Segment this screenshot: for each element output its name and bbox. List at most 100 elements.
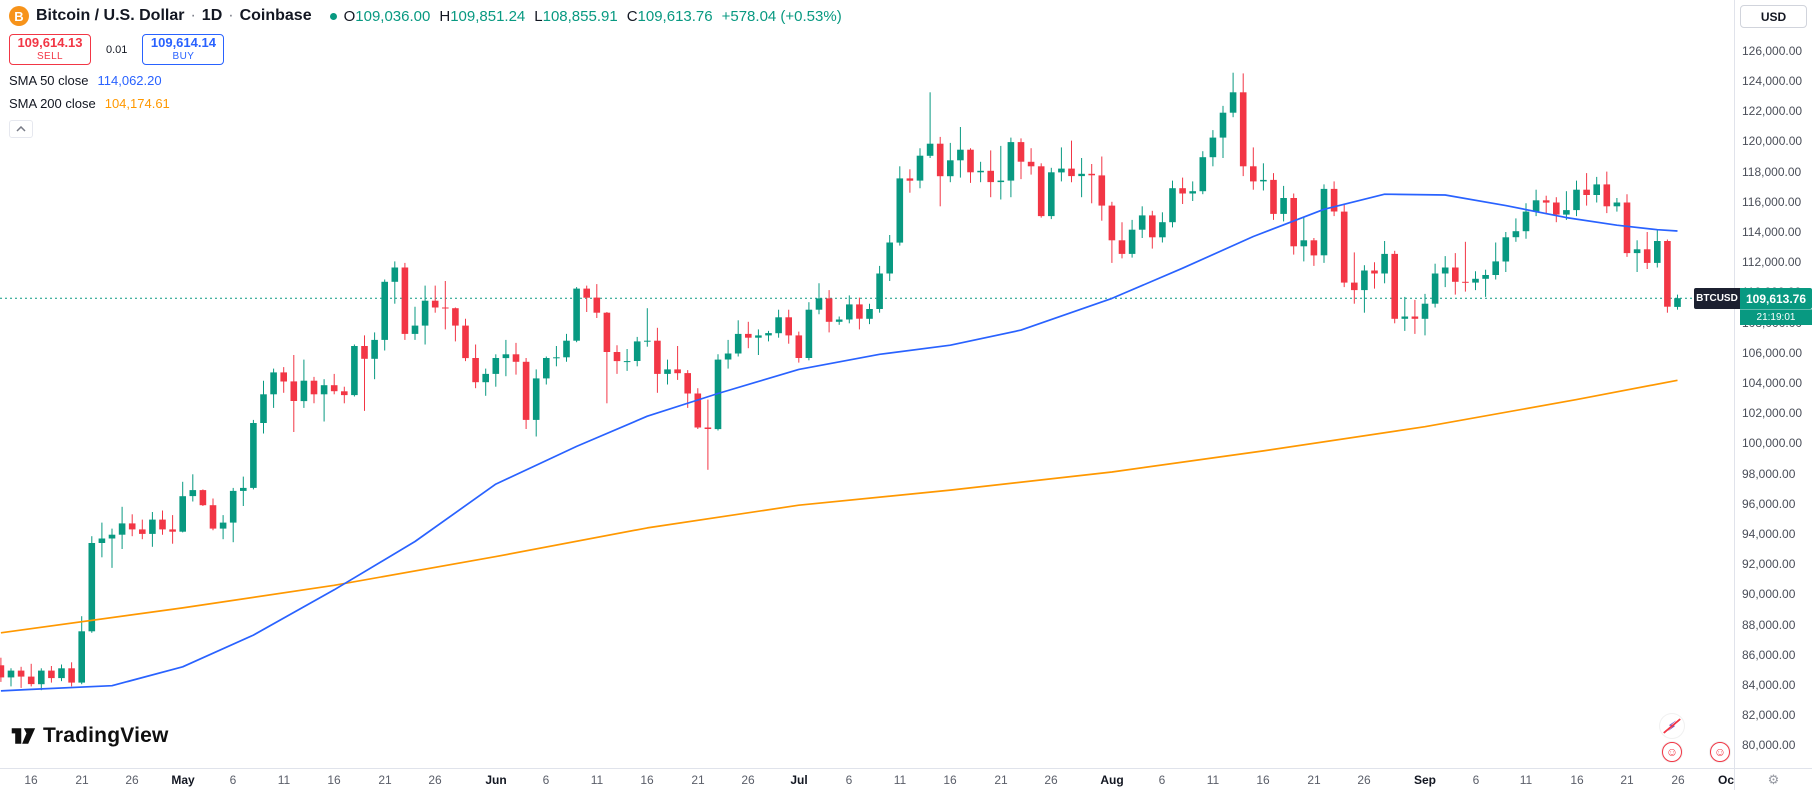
market-status-dot[interactable]	[329, 12, 337, 20]
candle	[0, 657, 5, 682]
close-value: 109,613.76	[637, 7, 713, 25]
time-axis-day-label: 6	[1158, 773, 1166, 787]
axis-settings-corner[interactable]: ⚙	[1734, 768, 1812, 790]
candle	[1401, 296, 1409, 331]
time-axis[interactable]: 16 21 26 May 6 11 16 21 26 Jun 6 11 16 21 26 Jul 6 11 16 21…	[0, 768, 1738, 790]
time-axis-day-label: 6	[229, 773, 237, 787]
candle	[1563, 191, 1570, 220]
candle	[835, 316, 843, 325]
candle	[1664, 239, 1671, 313]
candle	[229, 487, 237, 543]
candle	[1421, 293, 1429, 336]
sma-50-line[interactable]	[0, 193, 1678, 692]
time-axis-day-label: 16	[24, 773, 38, 787]
candle	[1088, 164, 1095, 204]
lightning-event-icon[interactable]: ⚡	[1660, 714, 1684, 738]
candle	[149, 512, 156, 547]
candle	[1068, 140, 1075, 183]
gear-icon: ⚙	[1767, 771, 1780, 787]
indicator-sma50[interactable]: SMA 50 close 114,062.20	[9, 73, 842, 88]
chart-legend: B Bitcoin / U.S. Dollar · 1D · Coinbase …	[9, 6, 842, 138]
collapse-legend-button[interactable]	[9, 120, 33, 138]
time-axis-month-label: Jun	[485, 773, 507, 787]
candle	[159, 510, 166, 535]
candle	[128, 514, 136, 537]
candle	[290, 355, 298, 432]
candle	[1260, 163, 1267, 191]
candle	[502, 339, 510, 377]
tradingview-logo[interactable]: TradingView	[10, 724, 169, 748]
candle	[997, 145, 1005, 200]
candle	[17, 666, 25, 688]
candle	[351, 344, 358, 397]
high-label: H	[439, 7, 451, 25]
price-axis-label: 94,000.00	[1742, 527, 1796, 541]
candle	[1603, 171, 1611, 214]
candle	[1452, 253, 1459, 295]
candle	[1219, 105, 1227, 158]
candle	[169, 515, 176, 544]
candle	[1502, 232, 1510, 272]
candle	[371, 332, 378, 380]
candle	[1593, 176, 1600, 203]
price-axis-label: 120,000.00	[1742, 134, 1803, 148]
exchange-label[interactable]: Coinbase	[239, 7, 312, 24]
candle	[553, 346, 560, 367]
low-label: L	[534, 7, 543, 25]
chart-pane[interactable]: B Bitcoin / U.S. Dollar · 1D · Coinbase …	[0, 0, 1812, 768]
candle	[532, 369, 540, 437]
price-axis-label: 96,000.00	[1742, 497, 1796, 511]
candle	[78, 616, 85, 685]
candle	[1007, 137, 1015, 198]
candle	[977, 161, 984, 183]
candle	[694, 388, 702, 429]
candle-countdown: 21:19:01	[1740, 309, 1812, 325]
candle	[1280, 185, 1287, 222]
candle	[341, 386, 348, 404]
candle	[1037, 163, 1045, 218]
emoji-face-icon[interactable]: ☺	[1710, 742, 1730, 762]
time-axis-day-label: 16	[1256, 773, 1270, 787]
time-axis-day-label: 26	[1357, 773, 1371, 787]
open-label: O	[343, 7, 356, 25]
time-axis-month-label: Oct	[1717, 773, 1739, 787]
candle	[1633, 240, 1641, 272]
emoji-face-icon[interactable]: ☺	[1662, 742, 1682, 762]
candle	[633, 336, 641, 367]
buy-button[interactable]: 109,614.14 BUY	[142, 34, 225, 65]
time-axis-day-label: 6	[845, 773, 853, 787]
sell-button[interactable]: 109,614.13 SELL	[9, 34, 91, 65]
candle	[1351, 252, 1358, 304]
time-axis-day-label: 11	[1206, 773, 1220, 787]
candle	[391, 261, 399, 304]
candle	[320, 379, 328, 422]
candle	[795, 331, 803, 363]
candle	[512, 342, 520, 375]
candle	[7, 668, 15, 687]
price-axis-label: 86,000.00	[1742, 648, 1796, 662]
price-axis[interactable]: USD 126,000.00 124,000.00 122,000.00 120,00…	[1734, 0, 1812, 768]
time-axis-day-label: 11	[277, 773, 291, 787]
interval-label[interactable]: 1D	[201, 7, 223, 24]
candle	[280, 367, 287, 393]
price-axis-label: 124,000.00	[1742, 74, 1803, 88]
candle	[896, 166, 904, 246]
low-value: 108,855.91	[542, 7, 618, 25]
indicator-sma200[interactable]: SMA 200 close 104,174.61	[9, 96, 842, 111]
candle	[1128, 219, 1136, 258]
time-axis-day-label: 21	[994, 773, 1008, 787]
candle	[987, 150, 994, 198]
candle	[58, 664, 65, 682]
symbol-title[interactable]: Bitcoin / U.S. Dollar	[36, 7, 185, 24]
high-value: 109,851.24	[450, 7, 526, 25]
change-value: +578.04 (+0.53%)	[721, 7, 842, 25]
candlestick-chart[interactable]	[0, 0, 1734, 768]
candle	[1138, 206, 1146, 238]
candle	[543, 356, 550, 385]
sma-200-line[interactable]	[0, 379, 1678, 634]
candle	[452, 307, 459, 342]
open-value: 109,036.00	[355, 7, 431, 25]
currency-usd-button[interactable]: USD	[1740, 5, 1807, 28]
time-axis-month-label: Sep	[1413, 773, 1437, 787]
candle	[1381, 241, 1388, 284]
